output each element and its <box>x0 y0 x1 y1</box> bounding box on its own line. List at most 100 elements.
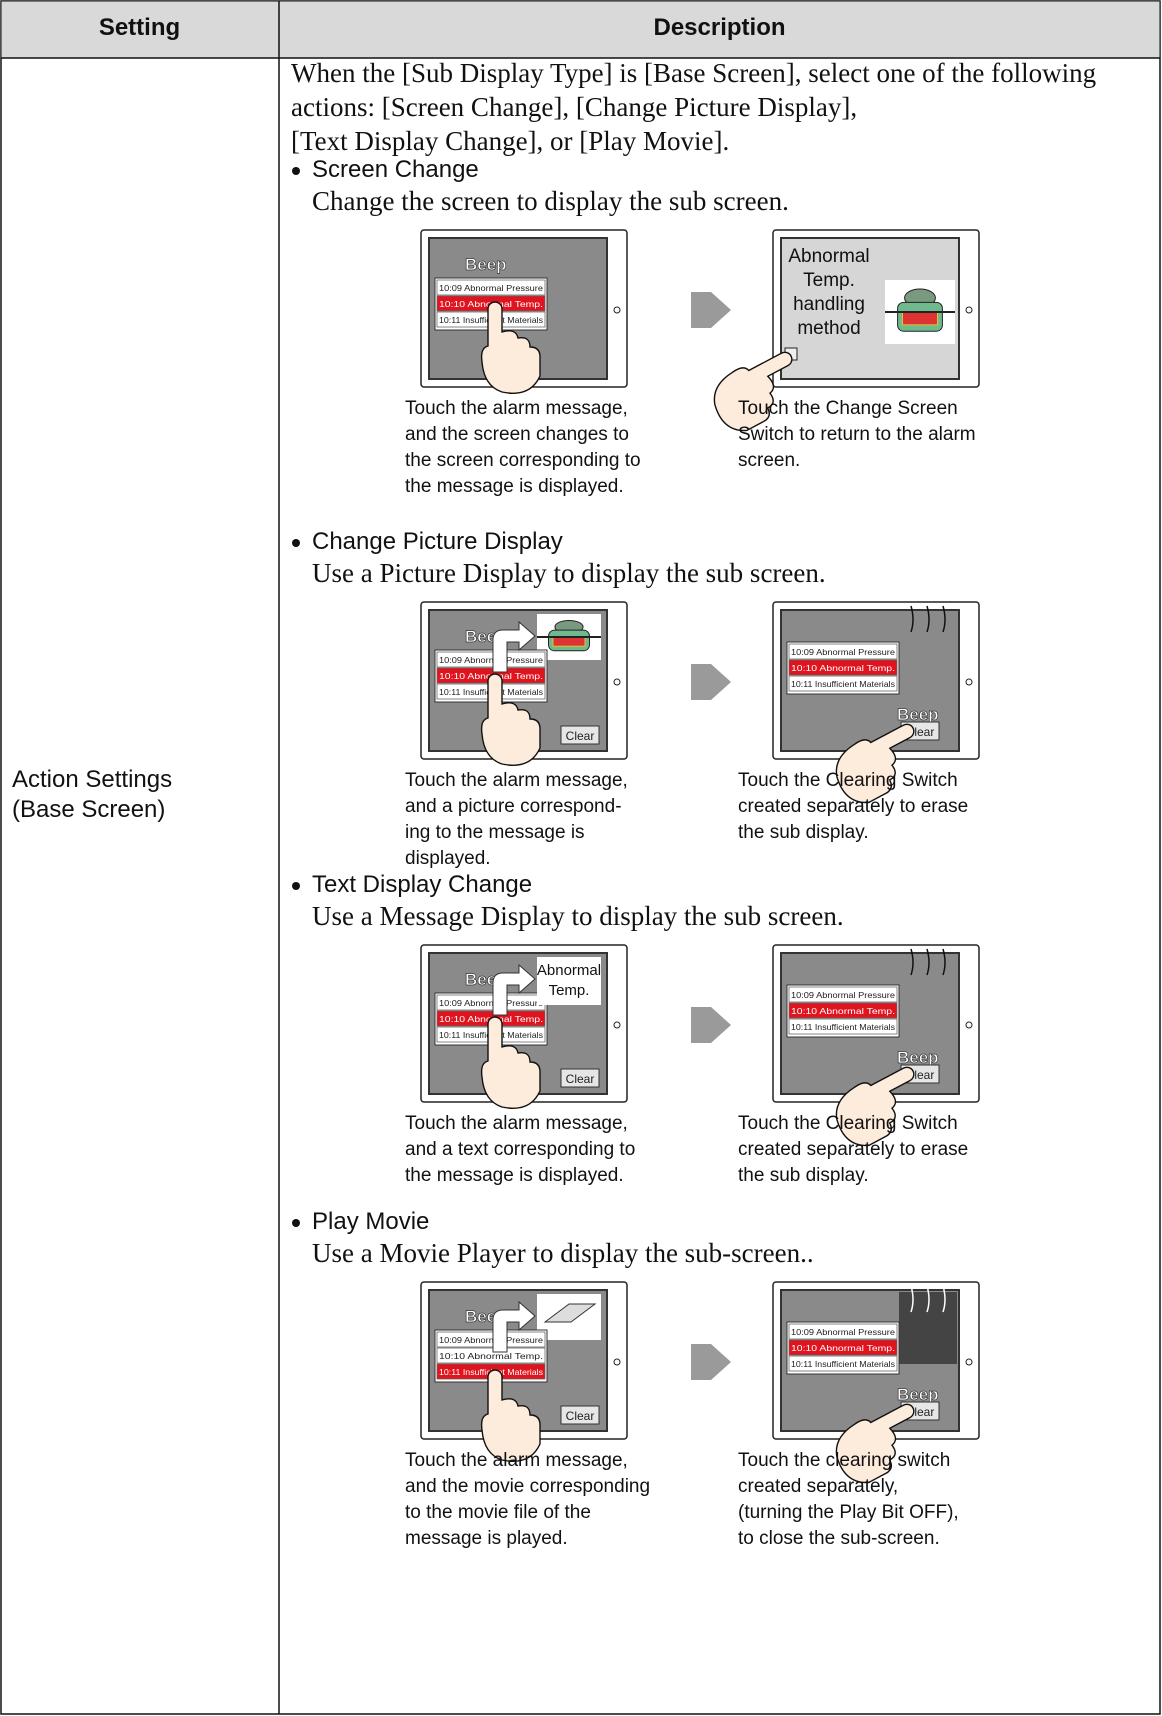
stroke-mark <box>910 1285 914 1313</box>
alarm-row <box>788 659 898 676</box>
stroke-mark <box>926 605 930 633</box>
setting-label: Action Settings <box>12 766 173 793</box>
hand <box>480 1016 541 1109</box>
alarm-text: 10:09 Abnormal Pressure <box>439 655 543 665</box>
alarm-text: 10:09 Abnormal Pressure <box>439 1335 543 1345</box>
clear-label: Clear <box>566 729 595 743</box>
caption-line: Touch the alarm message, <box>405 770 628 791</box>
alarm-text: 10:09 Abnormal Pressure <box>791 647 895 657</box>
caption-line: message is played. <box>405 1528 568 1549</box>
caption-line: Touch the Clearing Switch <box>738 1113 958 1134</box>
bullet <box>292 167 300 175</box>
clear-button <box>560 1068 600 1088</box>
caption-line: created separately to erase <box>738 1139 969 1160</box>
alarm-text: 10:10 Abnormal Temp. <box>791 1006 895 1016</box>
panel-led <box>965 1358 973 1366</box>
step-arrow <box>691 292 731 328</box>
movie-stove <box>543 1303 597 1323</box>
alarm-row <box>788 1339 898 1356</box>
alarm-text: 10:10 Abnormal Temp. <box>439 1351 543 1361</box>
caption-line: created separately to erase <box>738 796 969 817</box>
panel-led <box>613 306 621 314</box>
stroke-mark <box>910 948 914 976</box>
alarm-row <box>788 1002 898 1019</box>
caption-line: the sub display. <box>738 1165 869 1186</box>
caption-line: Touch the alarm message, <box>405 398 628 419</box>
bullet <box>292 1219 300 1227</box>
intro-line: When the [Sub Display Type] is [Base Scr… <box>291 58 1097 88</box>
panel-led <box>613 678 621 686</box>
hand <box>480 1369 541 1462</box>
panel-led <box>965 306 973 314</box>
alarm-text: 10:11 Insufficient Materials <box>791 679 895 689</box>
flow-arrow <box>492 1300 536 1353</box>
stroke-mark <box>910 605 914 633</box>
section-text: Change the screen to display the sub scr… <box>312 186 789 216</box>
header-background <box>1 1 1160 58</box>
flow-arrow <box>492 963 536 1016</box>
caption-line: Touch the Clearing Switch <box>738 770 958 791</box>
caption-line: and a picture correspond- <box>405 796 622 817</box>
step-arrow <box>691 1344 731 1380</box>
caption-line: Switch to return to the alarm <box>738 424 976 445</box>
section-text: Use a Message Display to display the sub… <box>312 901 844 931</box>
clear-button <box>560 1405 600 1425</box>
section-title: Play Movie <box>312 1208 430 1235</box>
clear-button <box>560 725 600 745</box>
alarm-text: 10:09 Abnormal Pressure <box>791 990 895 1000</box>
hand <box>480 673 541 766</box>
alarm-row <box>788 1323 898 1340</box>
hand <box>835 1403 915 1484</box>
note-text: handling <box>793 294 865 315</box>
caption-line: displayed. <box>405 848 491 869</box>
caption-line: and the screen changes to <box>405 424 629 445</box>
alarm-row <box>436 279 546 296</box>
stroke-mark <box>942 1285 946 1313</box>
panel-led <box>965 678 973 686</box>
caption-line: and a text corresponding to <box>405 1139 636 1160</box>
section-title: Text Display Change <box>312 871 533 898</box>
alarm-row <box>788 675 898 692</box>
step-arrow <box>691 1007 731 1043</box>
intro-line: actions: [Screen Change], [Change Pictur… <box>291 92 858 122</box>
alarm-text: 10:09 Abnormal Pressure <box>791 1327 895 1337</box>
caption-line: (turning the Play Bit OFF), <box>738 1502 959 1523</box>
caption-line: created separately, <box>738 1476 899 1497</box>
alarm-text: 10:09 Abnormal Pressure <box>439 998 543 1008</box>
section-title: Change Picture Display <box>312 528 563 555</box>
hand <box>480 301 541 394</box>
alarm-row <box>436 1331 546 1348</box>
beep-label: Beep <box>465 255 507 274</box>
caption-line: Touch the clearing switch <box>738 1450 951 1471</box>
caption-line: and the movie corresponding <box>405 1476 651 1497</box>
note-box <box>537 957 601 1005</box>
clear-label: Clear <box>566 1409 595 1423</box>
clear-label: Clear <box>566 1072 595 1086</box>
section-text: Use a Picture Display to display the sub… <box>312 558 826 588</box>
alarm-text: 10:10 Abnormal Temp. <box>791 663 895 673</box>
bullet <box>292 539 300 547</box>
alarm-row <box>788 1355 898 1372</box>
caption-line: the sub display. <box>738 822 869 843</box>
setting-label: (Base Screen) <box>12 796 166 823</box>
alarm-row <box>436 651 546 668</box>
note-text: method <box>797 318 860 339</box>
caption-line: to close the sub-screen. <box>738 1528 940 1549</box>
beep-label: Beep <box>897 1048 939 1067</box>
intro-line: [Text Display Change], or [Play Movie]. <box>291 126 730 156</box>
caption-line: ing to the message is <box>405 822 585 843</box>
caption-line: the screen corresponding to <box>405 450 641 471</box>
beep-label: Beep <box>897 1385 939 1404</box>
note-text: Abnormal <box>537 962 601 979</box>
hand <box>713 351 793 432</box>
caption-line: Touch the alarm message, <box>405 1113 628 1134</box>
caption-line: the message is displayed. <box>405 476 624 497</box>
canister-band <box>552 636 586 647</box>
section-text: Use a Movie Player to display the sub-sc… <box>312 1238 814 1268</box>
panel-led <box>613 1358 621 1366</box>
alarm-row <box>788 643 898 660</box>
header-setting: Setting <box>98 14 181 41</box>
